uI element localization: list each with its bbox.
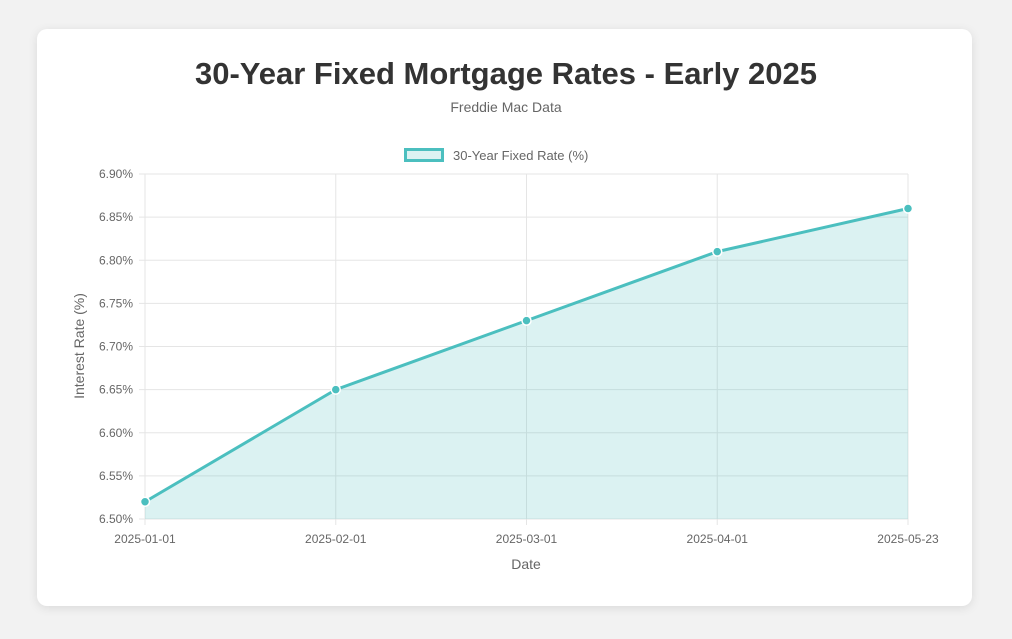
x-tick-label: 2025-02-01 — [305, 532, 367, 546]
y-tick-label: 6.65% — [99, 383, 133, 397]
x-tick-label: 2025-04-01 — [687, 532, 749, 546]
y-tick-label: 6.55% — [99, 469, 133, 483]
legend-swatch — [404, 148, 444, 162]
y-axis-label: Interest Rate (%) — [71, 293, 87, 399]
y-tick-label: 6.60% — [99, 426, 133, 440]
x-tick-label: 2025-01-01 — [114, 532, 176, 546]
x-tick-label: 2025-05-23 — [877, 532, 939, 546]
points-layer — [139, 203, 914, 507]
chart-subtitle: Freddie Mac Data — [450, 99, 562, 115]
x-tick-label: 2025-03-01 — [496, 532, 558, 546]
y-tick-label: 6.80% — [99, 253, 133, 267]
legend-label: 30-Year Fixed Rate (%) — [453, 147, 589, 163]
data-point — [902, 203, 914, 214]
chart-legend[interactable]: 30-Year Fixed Rate (%) — [404, 146, 588, 164]
y-tick-label: 6.70% — [99, 340, 133, 354]
y-tick-labels: 6.50% 6.55% 6.60% 6.65% 6.70% 6.75% 6.80% 6.85%… — [99, 167, 133, 526]
data-point — [330, 384, 341, 395]
chart-card — [37, 29, 972, 606]
y-tick-label: 6.75% — [99, 296, 133, 310]
chart-title: 30-Year Fixed Mortgage Rates - Early 202… — [194, 56, 817, 91]
x-tick-labels: 2025-01-01 2025-02-01 2025-03-01 2025-04-01… — [114, 532, 939, 546]
y-tick-label: 6.90% — [99, 167, 133, 181]
y-tick-label: 6.85% — [99, 210, 133, 224]
data-point — [521, 315, 532, 326]
series-area — [145, 208, 908, 519]
y-tick-label: 6.50% — [99, 512, 133, 526]
grid-lines — [139, 173, 909, 525]
data-point — [712, 246, 723, 257]
x-axis-label: Date — [511, 556, 541, 572]
data-point — [139, 496, 151, 507]
